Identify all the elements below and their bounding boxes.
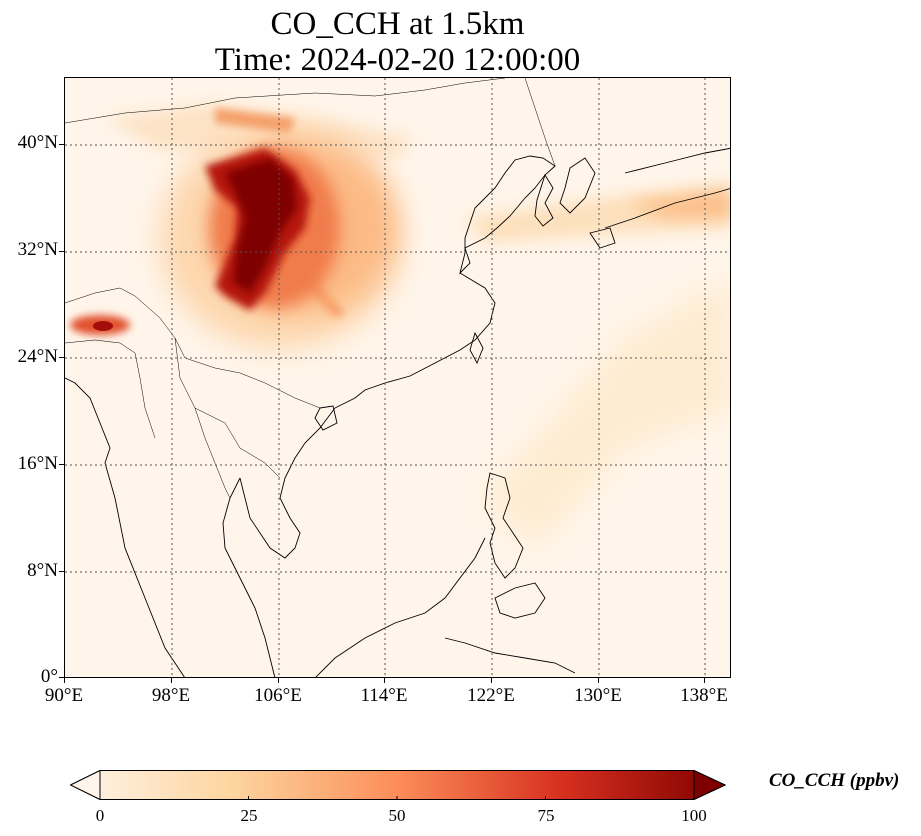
colorbar-label: CO_CCH (ppbv) — [769, 770, 900, 791]
colorbar-tick-25: 25 — [240, 806, 258, 825]
x-tick — [598, 678, 599, 683]
y-tick — [59, 571, 64, 572]
x-tick — [278, 678, 279, 683]
x-tick — [64, 678, 65, 683]
colorbar — [69, 769, 727, 801]
x-tick-label-98e: 98°E — [151, 685, 191, 706]
y-tick-label-40n: 40°N — [17, 132, 58, 153]
y-tick — [59, 677, 64, 678]
y-tick-label-16n: 16°N — [17, 453, 58, 474]
map-panel — [64, 77, 731, 678]
colorbar-tick-50: 50 — [388, 806, 406, 825]
map-canvas — [65, 78, 730, 677]
x-tick-label-114e: 114°E — [360, 685, 408, 706]
colorbar-gradient — [69, 769, 727, 801]
x-tick-label-130e: 130°E — [574, 685, 622, 706]
gridlines — [65, 78, 730, 677]
coastlines — [65, 147, 730, 677]
y-tick-label-8n: 8°N — [27, 560, 58, 581]
map-title: CO_CCH at 1.5km — [270, 6, 525, 42]
x-tick-label-106e: 106°E — [254, 685, 302, 706]
y-tick-label-0: 0° — [40, 666, 58, 687]
x-tick-label-122e: 122°E — [467, 685, 515, 706]
map-time: Time: 2024-02-20 12:00:00 — [214, 42, 581, 78]
x-tick — [384, 678, 385, 683]
y-tick-label-32n: 32°N — [17, 239, 58, 260]
country-borders — [65, 78, 556, 499]
x-tick-label-90e: 90°E — [44, 685, 84, 706]
y-tick — [59, 144, 64, 145]
y-tick — [59, 251, 64, 252]
x-tick-label-138e: 138°E — [680, 685, 728, 706]
y-tick — [59, 357, 64, 358]
colorbar-tick-75: 75 — [537, 806, 555, 825]
x-tick — [704, 678, 705, 683]
y-tick — [59, 464, 64, 465]
colorbar-tick-100: 100 — [681, 806, 707, 825]
y-tick-label-24n: 24°N — [17, 346, 58, 367]
x-tick — [171, 678, 172, 683]
colorbar-tick-0: 0 — [95, 806, 105, 825]
concentration-field — [65, 78, 730, 677]
x-tick — [491, 678, 492, 683]
